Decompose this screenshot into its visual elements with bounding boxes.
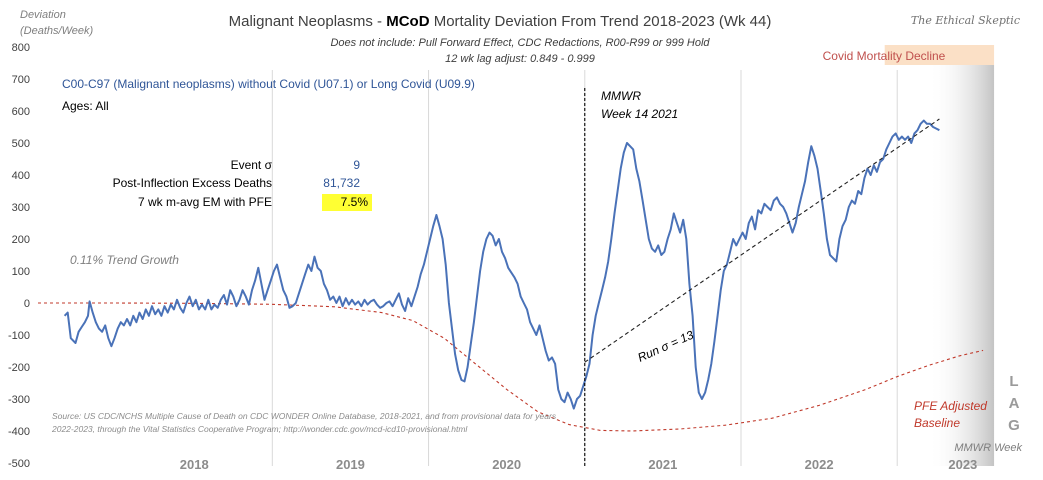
y-axis-title-line1: Deviation [20,9,66,21]
covid-decline-band [884,45,995,65]
year-label: 2021 [648,457,677,472]
stat-value-event-sigma: 9 [353,158,360,172]
x-axis-title: MMWR Week [954,442,1022,454]
y-tick-label: 100 [12,266,30,278]
y-tick-label: -100 [8,330,30,342]
source-note-line1: Source: US CDC/NCHS Multiple Cause of De… [52,411,557,421]
lag-letter-l: L [1009,373,1018,390]
stat-label-em-pfe: 7 wk m-avg EM with PFE [138,195,272,209]
lag-letter-g: G [1008,417,1020,434]
pfe-label-line2: Baseline [914,416,960,430]
covid-decline-label: Covid Mortality Decline [823,49,946,63]
stat-value-em-pfe: 7.5% [341,195,369,209]
mmwr-label-line1: MMWR [601,89,641,103]
y-tick-label: 600 [12,106,30,118]
y-tick-label: 500 [12,138,30,150]
year-label: 2018 [180,457,209,472]
y-axis-tick-labels: 800 700 600 500 400 300 200 100 0 -100 -200 -300 -40… [8,42,30,470]
year-axis-labels: 2018 2019 2020 2021 2022 2023 [180,457,978,472]
y-tick-label: 400 [12,170,30,182]
y-axis-title-line2: (Deaths/Week) [20,25,93,37]
year-label: 2022 [805,457,834,472]
y-tick-label: -500 [8,458,30,470]
chart-subtitle-2: 12 wk lag adjust: 0.849 - 0.999 [445,53,595,65]
y-tick-label: 800 [12,42,30,54]
y-tick-label: -200 [8,362,30,374]
run-trend-line [584,118,940,363]
y-tick-label: -300 [8,394,30,406]
source-note-line2: 2022-2023, through the Vital Statistics … [51,424,468,434]
year-label: 2019 [336,457,365,472]
chart-title: Malignant Neoplasms - MCoD Mortality Dev… [229,13,772,30]
pfe-baseline-line [38,302,984,432]
trend-growth-label: 0.11% Trend Growth [70,253,179,267]
y-tick-label: 200 [12,234,30,246]
pfe-label-line1: PFE Adjusted [914,399,987,413]
mmwr-label-line2: Week 14 2021 [601,107,678,121]
stat-label-event-sigma: Event σ [231,158,273,172]
y-tick-label: 700 [12,74,30,86]
stat-value-highlight [322,194,372,211]
brand-name: The Ethical Skeptic [911,14,1020,27]
year-label: 2023 [948,457,977,472]
stat-label-excess-deaths: Post-Inflection Excess Deaths [113,176,272,190]
lag-letter-a: A [1009,395,1020,412]
chart-subtitle-1: Does not include: Pull Forward Effect, C… [330,37,710,49]
y-tick-label: -400 [8,426,30,438]
run-sigma-label: Run σ = 13 [636,328,696,365]
series-label: C00-C97 (Malignant neoplasms) without Co… [62,77,475,91]
y-tick-label: 300 [12,202,30,214]
lag-band [928,65,995,466]
stat-value-excess-deaths: 81,732 [323,176,360,190]
y-tick-label: 0 [24,298,30,310]
ages-label: Ages: All [62,99,109,113]
year-label: 2020 [492,457,521,472]
deviation-series-line [63,119,940,410]
